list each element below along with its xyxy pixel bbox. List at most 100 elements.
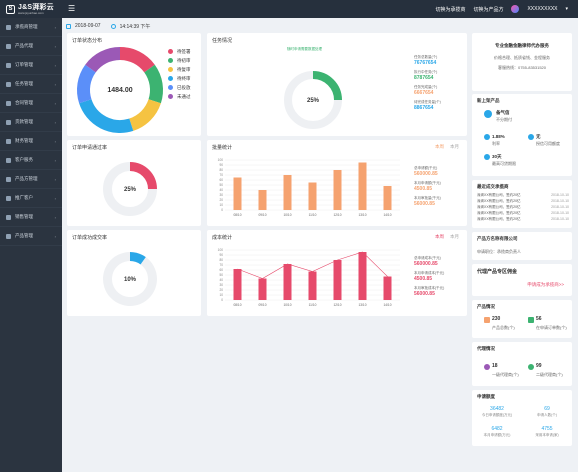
recent-deals-card: 最近成交承揽商 深圳XX有限公司，签约20亿 2018-10-10 深圳XX有限公司… — [472, 180, 572, 228]
sidebar-item[interactable]: 货款管理 › — [0, 113, 62, 132]
chevron-right-icon: › — [54, 62, 56, 68]
donut-segment — [144, 64, 163, 104]
y-tick-label: 70 — [219, 173, 223, 177]
list-item: 深圳XX有限公司，签约20亿 2018-10-10 — [477, 193, 569, 199]
apply-l1: 今日申请额度(万元) — [481, 413, 513, 417]
info-label: 本月申请成本(千元) — [414, 271, 445, 275]
contact-line-2: 价格合理、抵质省钱、金程服务 — [494, 55, 550, 60]
sidebar-item[interactable]: 推广客户 › — [0, 189, 62, 208]
info-item: 本月审批量(千元) 56000.85 — [414, 196, 441, 207]
volume-stats-card: 批量统计 本周 本月 0 10 20 30 40 50 60 70 80 90 100 08/10 09/… — [207, 140, 467, 226]
top-bar: S J&S湃彩云 www.jsyunhao.com ☰ 切换为承揽商 切换为产品… — [0, 0, 578, 18]
info-label: 本月审批量(千元) — [414, 196, 441, 200]
card-title: 订单申请通过率 — [72, 145, 108, 151]
legend-dot — [168, 94, 173, 99]
task-info: 任务总数量(个) 76767654 执行中任务(个) 8787654 任务完成量(个) 6… — [414, 55, 441, 115]
donut-segment — [103, 252, 157, 306]
sidebar-item[interactable]: 合同管理 › — [0, 94, 62, 113]
x-tick-label: 09/10 — [259, 303, 267, 307]
y-tick-label: 0 — [221, 298, 223, 302]
bar — [333, 170, 342, 210]
sidebar-item[interactable]: 客户服务 › — [0, 151, 62, 170]
donut-segment — [79, 98, 134, 133]
chevron-down-icon[interactable]: ▾ — [565, 6, 568, 12]
products-icon — [484, 317, 490, 323]
y-tick-label: 50 — [219, 183, 223, 187]
legend-dot — [168, 76, 173, 81]
info-value: 56000.85 — [414, 201, 435, 207]
apply-v4: 4755 — [541, 426, 553, 432]
chevron-right-icon: › — [54, 100, 56, 106]
logo[interactable]: S J&S湃彩云 www.jsyunhao.com — [0, 0, 62, 18]
tab-month[interactable]: 本月 — [450, 234, 459, 239]
sidebar-item[interactable]: 订单管理 › — [0, 56, 62, 75]
brand-name: J&S湃彩云 — [18, 3, 54, 11]
info-item: 执行中任务(个) 8787654 — [414, 70, 441, 81]
order-count: 56 — [536, 316, 542, 322]
switch-link-2[interactable]: 切换为产品方 — [473, 6, 504, 13]
legend-label: 待初审 — [177, 57, 191, 63]
sidebar-item-label: 订单管理 — [15, 62, 33, 67]
sidebar-item[interactable]: 产品代理 › — [0, 37, 62, 56]
deal-date: 2018-10-10 — [551, 217, 569, 221]
datebar: 2018-09-07 14:14:39 下午 — [66, 20, 466, 32]
chevron-right-icon: › — [54, 233, 56, 239]
card-title: 批量统计 — [212, 145, 233, 151]
tab-month[interactable]: 本月 — [450, 144, 459, 149]
donut-segment — [128, 98, 161, 131]
bar — [308, 182, 317, 210]
level1-count: 18 — [492, 363, 498, 369]
sidebar-item[interactable]: 承揽商管理 › — [0, 18, 62, 37]
amount-label: 授信可用额度 — [536, 141, 560, 146]
list-item: 深圳XX有限公司，签约20亿 2018-10-10 — [477, 211, 569, 217]
sidebar-item[interactable]: 产品方管理 › — [0, 170, 62, 189]
tab-week[interactable]: 本周 — [435, 234, 444, 239]
tab-week[interactable]: 本周 — [435, 144, 444, 149]
sidebar-item-label: 任务管理 — [15, 81, 33, 86]
sidebar-item-label: 产品方管理 — [15, 176, 38, 181]
sidebar-item[interactable]: 财务管理 › — [0, 132, 62, 151]
amount-icon — [528, 134, 534, 140]
menu-item-icon — [6, 62, 11, 68]
x-tick-label: 12/10 — [334, 213, 342, 217]
avatar[interactable] — [511, 5, 520, 13]
apply-agent-link[interactable]: 申请成为承揽商>> — [527, 282, 564, 287]
menu-item-icon — [6, 233, 11, 239]
level2-icon — [528, 364, 534, 370]
list-item: 深圳XX有限公司，签约20亿 2018-10-10 — [477, 199, 569, 205]
x-tick-label: 08/10 — [234, 213, 242, 217]
info-label: 总申请成本(千元) — [414, 256, 441, 260]
sidebar-item[interactable]: 销售管理 › — [0, 208, 62, 227]
info-label: 任务完成量(个) — [414, 85, 438, 89]
sidebar: 承揽商管理 › 产品代理 › 订单管理 › 任务管理 › 合同管理 › 货款管理 › 财务管理 › 客户服务… — [0, 18, 62, 472]
donut-segment — [312, 71, 342, 101]
logo-icon: S — [6, 4, 15, 14]
y-tick-label: 60 — [219, 178, 223, 182]
info-value: 560000.85 — [414, 171, 438, 177]
menu-item-icon — [6, 24, 11, 30]
y-tick-label: 10 — [219, 293, 223, 297]
deal-date: 2018-10-10 — [551, 193, 569, 197]
calendar-icon — [66, 23, 71, 29]
sidebar-item[interactable]: 产品管理 › — [0, 227, 62, 246]
info-label: 本月申请额(千元) — [414, 181, 441, 185]
menu-icon[interactable]: ☰ — [68, 4, 76, 13]
username[interactable]: XXXXXXXXX — [527, 6, 558, 12]
legend-item: 待初审 — [168, 56, 191, 65]
sidebar-item-label: 承揽商管理 — [15, 24, 38, 29]
info-item: 本月审批成本(千元) 56000.85 — [414, 286, 444, 297]
legend-item: 未通过 — [168, 92, 191, 101]
info-value: 6667654 — [414, 90, 434, 96]
info-value: 4500.85 — [414, 276, 433, 282]
x-tick-label: 10/10 — [284, 213, 292, 217]
sidebar-item[interactable]: 任务管理 › — [0, 75, 62, 94]
bar — [308, 271, 317, 300]
rate-icon — [484, 134, 490, 140]
chevron-right-icon: › — [54, 119, 56, 125]
switch-link-1[interactable]: 切换为承揽商 — [435, 6, 466, 13]
menu-item-icon — [6, 138, 11, 144]
info-value: 8787654 — [414, 75, 434, 81]
bar — [358, 162, 367, 210]
info-label: 待完成任务量(个) — [414, 100, 441, 104]
